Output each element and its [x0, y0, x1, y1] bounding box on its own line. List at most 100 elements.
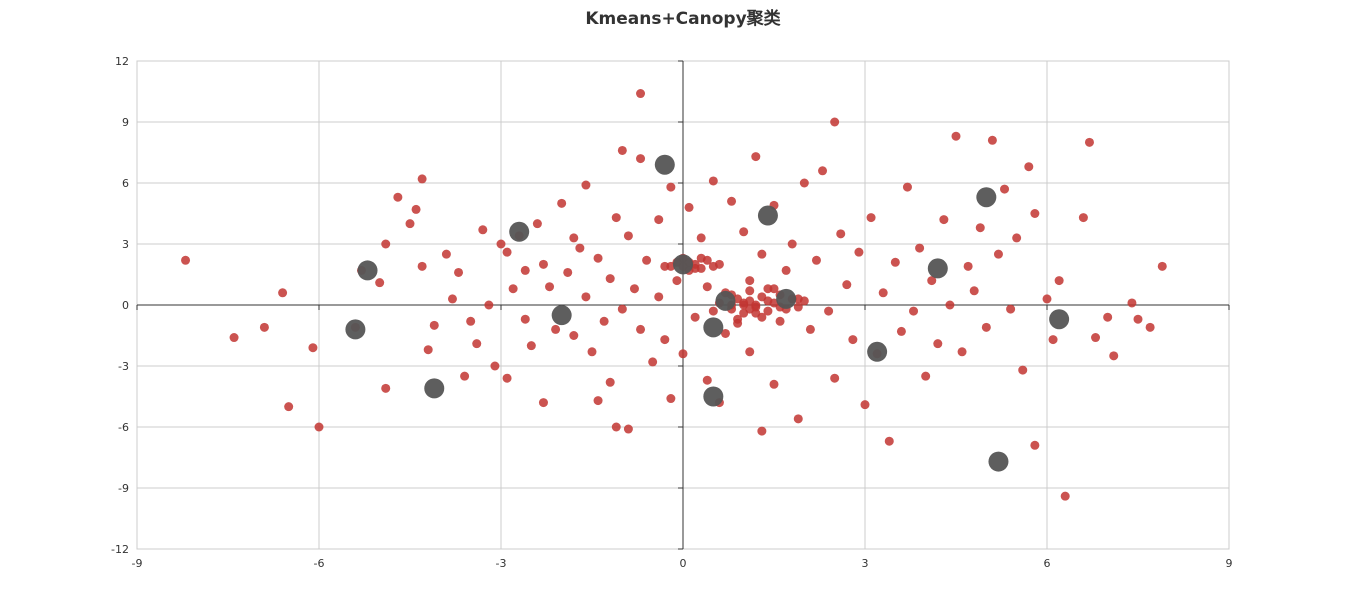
data-point	[720, 328, 730, 338]
data-point	[1030, 209, 1040, 218]
data-point	[557, 198, 567, 208]
data-point	[690, 312, 700, 322]
data-point	[805, 324, 815, 334]
data-point	[605, 274, 615, 284]
data-point	[654, 215, 664, 225]
data-point	[757, 249, 767, 259]
cluster-center-point	[976, 187, 997, 208]
data-point	[775, 316, 785, 326]
data-point	[411, 204, 421, 214]
data-point	[666, 182, 676, 192]
data-point	[538, 398, 548, 408]
data-point	[454, 267, 464, 277]
data-point	[830, 117, 840, 127]
data-point	[623, 231, 633, 241]
data-point	[181, 255, 191, 265]
data-point	[684, 202, 694, 212]
x-tick-label: 9	[1226, 557, 1233, 570]
x-tick-label: 6	[1044, 557, 1051, 570]
cluster-center-point	[1049, 309, 1070, 330]
data-point	[593, 396, 603, 406]
cluster-center-point	[551, 305, 572, 326]
data-point	[284, 402, 294, 412]
data-point	[824, 306, 834, 316]
data-point	[569, 331, 579, 340]
data-point	[957, 347, 967, 357]
cluster-center-point	[776, 288, 797, 309]
data-point	[842, 280, 852, 290]
data-point	[1133, 314, 1143, 324]
y-tick-label: 12	[115, 55, 129, 68]
data-point	[526, 341, 536, 351]
data-point	[520, 314, 530, 324]
data-point	[708, 306, 718, 316]
data-point	[581, 292, 591, 302]
data-point	[963, 261, 973, 271]
cluster-center-point	[509, 221, 530, 242]
data-point	[629, 284, 639, 294]
cluster-center-point	[673, 254, 693, 275]
data-point	[617, 304, 627, 314]
data-point	[478, 225, 488, 235]
data-point	[860, 400, 870, 410]
data-point	[981, 322, 991, 332]
data-point	[951, 131, 961, 141]
data-point	[757, 312, 767, 322]
cluster-center-point	[345, 319, 366, 340]
data-points	[181, 89, 1167, 501]
data-point	[902, 182, 912, 192]
data-point	[745, 276, 755, 286]
data-point	[927, 276, 937, 286]
data-point	[987, 135, 997, 145]
y-tick-label: 9	[122, 116, 129, 129]
data-point	[423, 345, 433, 355]
data-point	[314, 422, 324, 432]
data-point	[1042, 294, 1052, 304]
data-point	[763, 296, 773, 306]
data-point	[393, 192, 403, 202]
data-point	[466, 316, 476, 326]
cluster-center-point	[715, 290, 736, 311]
data-point	[1006, 304, 1016, 314]
data-point	[1109, 351, 1119, 361]
data-point	[939, 215, 949, 225]
data-point	[575, 243, 585, 253]
data-point	[545, 282, 555, 292]
data-point	[623, 424, 633, 434]
data-point	[1157, 261, 1167, 271]
data-point	[375, 278, 385, 288]
data-point	[799, 178, 809, 188]
data-point	[866, 213, 876, 223]
data-point	[472, 339, 482, 349]
data-point	[502, 373, 512, 383]
data-point	[909, 306, 919, 316]
data-point	[708, 261, 718, 271]
data-point	[848, 335, 858, 345]
data-point	[763, 306, 773, 316]
data-point	[587, 347, 597, 357]
data-point	[1091, 333, 1101, 343]
data-point	[611, 213, 621, 223]
data-point	[915, 243, 925, 253]
data-point	[654, 292, 664, 302]
data-point	[496, 239, 506, 249]
data-point	[1024, 162, 1034, 172]
data-point	[769, 379, 779, 389]
data-point	[696, 253, 706, 263]
data-point	[933, 339, 943, 349]
data-point	[1060, 491, 1070, 501]
data-point	[447, 294, 457, 304]
data-point	[484, 300, 494, 310]
data-point	[696, 233, 706, 243]
data-point	[229, 333, 239, 343]
cluster-center-point	[654, 154, 675, 175]
data-point	[1030, 440, 1040, 450]
data-point	[702, 282, 712, 292]
data-point	[702, 375, 712, 385]
data-point	[733, 314, 743, 324]
chart-title: Kmeans+Canopy聚类	[585, 9, 781, 29]
y-tick-label: 6	[122, 177, 129, 190]
data-point	[787, 239, 797, 249]
data-point	[1018, 365, 1028, 375]
x-tick-label: -9	[132, 557, 143, 570]
